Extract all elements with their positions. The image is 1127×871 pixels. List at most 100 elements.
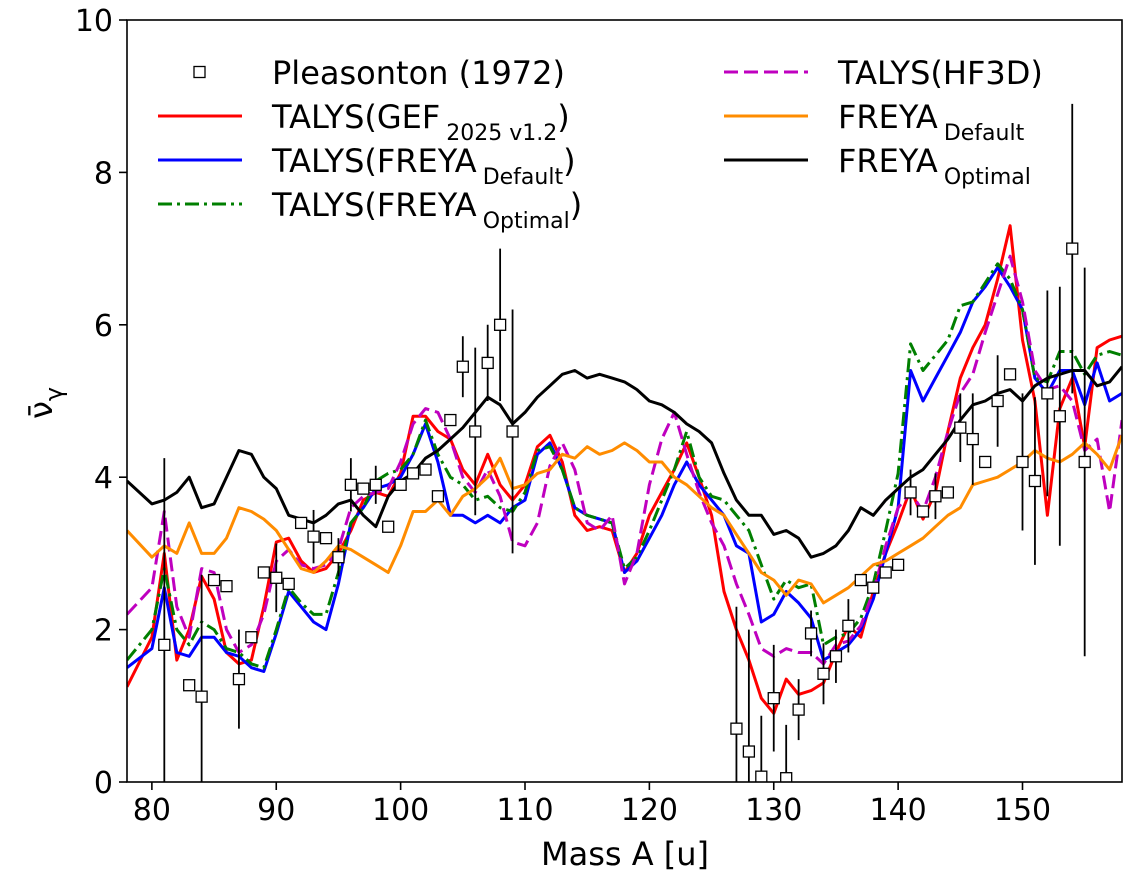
series-line-4: [127, 434, 1122, 605]
data-point: [357, 482, 370, 495]
data-point: [394, 478, 407, 491]
legend-label: TALYS(GEF 2025 v1.2): [271, 98, 570, 146]
data-point: [1066, 242, 1079, 255]
legend-label-main: TALYS(FREYA: [271, 186, 477, 224]
data-point: [916, 505, 930, 518]
x-tick-label: 140: [869, 793, 926, 828]
data-point: [891, 558, 905, 571]
y-axis-label-main: ν̄: [22, 401, 60, 419]
data-point: [1003, 368, 1017, 381]
data-point: [456, 360, 469, 373]
x-tick-label: 130: [745, 793, 802, 828]
data-point: [979, 455, 992, 469]
y-axis-label-sub: γ: [40, 387, 68, 401]
data-point: [282, 577, 295, 591]
axes: 80 90 100 110 120 130 140 150 0 2 4 6 8 10: [75, 4, 1123, 828]
legend-label: TALYS(FREYA Optimal): [271, 186, 582, 234]
data-point: [1028, 474, 1042, 488]
data-point: [444, 413, 457, 427]
legend-label-sub: Default: [483, 165, 564, 190]
data-point: [842, 619, 855, 632]
legend-label-suffix: ): [563, 142, 575, 180]
plot-frame: [126, 19, 1123, 783]
data-point: [257, 566, 270, 579]
data-point: [792, 703, 805, 716]
legend-label: TALYS(HF3D): [837, 54, 1043, 92]
series-line-2: [127, 262, 1122, 670]
data-point: [469, 425, 482, 438]
data-point: [481, 356, 494, 370]
data-point: [158, 638, 171, 651]
data-point: [344, 478, 358, 491]
data-point: [431, 490, 445, 503]
data-point: [1041, 387, 1054, 400]
legend-label: TALYS(FREYA Default): [271, 142, 576, 190]
data-point: [382, 520, 395, 533]
data-point: [270, 571, 283, 584]
legend-label-suffix: ): [557, 98, 569, 136]
legend-label-sub: Optimal: [483, 209, 570, 234]
x-tick-label: 90: [257, 793, 295, 828]
y-tick-label: 0: [94, 766, 113, 801]
y-tick-label: 8: [94, 156, 113, 191]
legend-label: FREYA Optimal: [838, 142, 1031, 190]
y-tick-label: 6: [94, 309, 113, 344]
data-point: [755, 770, 768, 782]
series-line-3: [127, 254, 1122, 666]
data-point: [804, 627, 818, 640]
data-point: [780, 772, 793, 782]
data-point: [929, 490, 942, 503]
data-point: [829, 650, 843, 663]
data-point: [406, 467, 420, 480]
data-point: [294, 516, 308, 530]
data-point: [904, 486, 917, 499]
data-point: [232, 672, 246, 686]
data-point: [183, 679, 196, 692]
x-axis-label: Mass A [u]: [541, 835, 709, 871]
data-point: [941, 486, 955, 499]
legend-label-main: TALYS(FREYA: [271, 142, 477, 180]
data-point: [854, 573, 867, 587]
data-point: [506, 425, 519, 438]
legend-marker: [193, 65, 206, 79]
y-axis-label: ν̄γ: [22, 387, 68, 419]
legend-label-main: Pleasonton (1972): [272, 54, 565, 92]
data-point: [730, 722, 743, 735]
y-tick-label: 10: [75, 4, 113, 39]
data-point: [867, 581, 880, 594]
x-tick-label: 120: [621, 793, 678, 828]
y-tick-label: 2: [94, 614, 113, 649]
data-point: [767, 692, 780, 705]
legend-label-suffix: ): [570, 186, 582, 224]
data-point: [307, 530, 320, 543]
legend-label-sub: Optimal: [944, 165, 1031, 190]
x-tick-label: 110: [496, 793, 553, 828]
x-tick-label: 80: [133, 793, 171, 828]
data-point: [332, 551, 345, 564]
data-points: [158, 103, 1091, 782]
data-point: [245, 631, 258, 644]
y-axis-label-group: ν̄γ: [22, 387, 68, 419]
data-point: [817, 667, 830, 680]
x-tick-label: 150: [994, 793, 1051, 828]
legend-label-sub: Default: [944, 121, 1025, 146]
data-point: [195, 690, 208, 703]
data-point: [220, 580, 233, 593]
legend-label: Pleasonton (1972): [272, 54, 565, 92]
data-point: [493, 318, 507, 331]
data-point: [954, 421, 967, 434]
legend-label: FREYA Default: [838, 98, 1025, 146]
data-point: [319, 532, 333, 545]
legend-label-main: TALYS(HF3D): [837, 54, 1043, 92]
y-tick-label: 4: [94, 461, 113, 496]
legend-label-main: FREYA: [838, 98, 938, 136]
data-point: [966, 432, 979, 446]
legend: Pleasonton (1972)TALYS(GEF 2025 v1.2)TALY…: [158, 54, 1043, 234]
data-point: [879, 566, 892, 579]
data-point: [207, 573, 221, 587]
legend-label-main: TALYS(GEF: [271, 98, 440, 136]
data-point: [991, 394, 1004, 408]
data-point: [1016, 455, 1029, 469]
data-point: [1078, 455, 1091, 469]
data-point: [742, 745, 756, 758]
